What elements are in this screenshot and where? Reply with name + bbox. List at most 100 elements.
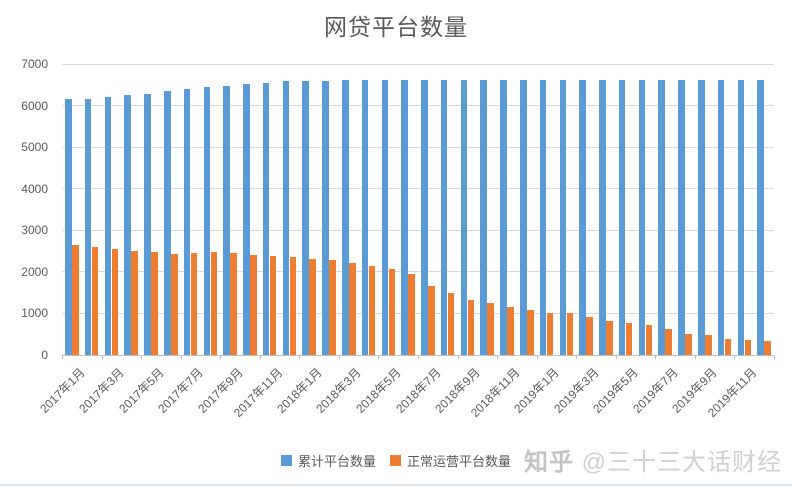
legend-swatch-operating-icon	[390, 454, 401, 466]
x-tick-mark	[62, 355, 63, 359]
bar-cumulative	[203, 87, 211, 355]
y-tick-label: 4000	[21, 181, 48, 196]
bar-cumulative	[302, 81, 309, 355]
y-tick-label: 6000	[21, 98, 48, 113]
bar-cumulative	[104, 97, 112, 355]
x-tick-mark	[536, 355, 538, 359]
bar-cumulative	[737, 79, 745, 355]
bar-cumulative	[460, 79, 468, 355]
bar-cumulative	[678, 79, 685, 355]
bar-operating	[665, 329, 672, 355]
bar-cumulative	[262, 82, 270, 355]
bar-cumulative	[183, 88, 191, 355]
y-tick-label: 2000	[21, 264, 48, 279]
bar-operating	[724, 338, 732, 355]
x-tick-mark	[338, 355, 340, 359]
y-tick-label: 0	[41, 348, 48, 362]
plot-area	[62, 63, 774, 356]
bar-cumulative	[599, 79, 606, 355]
bar-cumulative	[243, 84, 250, 355]
bar-operating	[171, 253, 178, 355]
x-tick-mark	[299, 355, 301, 359]
y-tick-label: 3000	[21, 223, 48, 238]
bar-cumulative	[322, 80, 329, 355]
x-tick-mark	[220, 355, 222, 359]
bar-operating	[289, 257, 297, 355]
bar-operating	[428, 286, 435, 355]
zhihu-logo: 知乎	[523, 449, 574, 476]
bar-cumulative	[658, 79, 665, 355]
bar-operating	[151, 252, 158, 355]
gridline-3000	[62, 229, 774, 231]
bar-operating	[408, 273, 415, 355]
x-tick-mark	[497, 355, 499, 359]
bar-cumulative	[717, 79, 725, 355]
x-tick-mark	[615, 355, 617, 359]
bar-operating	[507, 306, 514, 355]
x-tick-mark	[774, 355, 775, 359]
y-tick-label: 5000	[21, 140, 48, 155]
bar-cumulative	[223, 85, 230, 355]
bar-operating	[329, 260, 336, 355]
legend-label-operating: 正常运营平台数量	[407, 453, 512, 469]
bar-operating	[388, 268, 396, 355]
x-tick-mark	[418, 355, 419, 359]
bar-cumulative	[638, 79, 646, 355]
bar-cumulative	[381, 79, 389, 355]
legend-label-cumulative: 累计平台数量	[297, 453, 376, 469]
bar-cumulative	[282, 81, 290, 355]
y-tick-label: 1000	[21, 306, 48, 321]
x-tick-mark	[694, 355, 696, 359]
bar-operating	[269, 255, 277, 355]
y-axis: 0 1000 2000 3000 4000 5000 6000 7000	[0, 57, 54, 362]
bar-cumulative	[539, 79, 547, 355]
x-tick-mark	[101, 355, 103, 359]
watermark-handle: @三十三大话财经	[581, 449, 782, 476]
bar-operating	[487, 303, 494, 355]
bar-operating	[131, 251, 138, 355]
chart-title: 网贷平台数量	[324, 14, 468, 40]
bar-cumulative	[618, 79, 626, 355]
bar-operating	[527, 310, 534, 355]
bar-operating	[586, 316, 593, 355]
gridline-6000	[62, 105, 774, 107]
bottom-rule	[0, 484, 792, 486]
legend-item-operating: 正常运营平台数量	[390, 451, 511, 470]
x-tick-mark	[457, 355, 459, 359]
bar-cumulative	[84, 98, 92, 355]
bar-operating	[368, 266, 376, 355]
bar-operating	[764, 341, 771, 355]
watermark: 知乎 @三十三大话财经	[524, 442, 782, 477]
x-tick-mark	[576, 355, 578, 359]
x-axis: 2017年1月 2017年3月 2017年5月 2017年7月 2017年9月 2017年…	[37, 355, 775, 435]
bar-operating	[606, 320, 613, 355]
gridline-7000	[62, 63, 774, 65]
bar-operating	[705, 335, 712, 355]
x-tick-mark	[734, 355, 736, 359]
bar-operating	[546, 312, 554, 355]
bar-operating	[349, 263, 356, 355]
x-tick-mark	[259, 355, 261, 359]
bar-cumulative	[520, 79, 527, 355]
bar-operating	[645, 325, 653, 355]
gridline-5000	[62, 146, 774, 148]
bar-cumulative	[144, 93, 151, 355]
bar-cumulative	[164, 91, 171, 355]
bar-cumulative	[361, 80, 369, 355]
bar-operating	[250, 255, 257, 355]
bar-cumulative	[440, 79, 448, 355]
bar-operating	[309, 258, 316, 355]
bar-cumulative	[757, 79, 764, 355]
legend: 累计平台数量 正常运营平台数量	[0, 448, 792, 472]
bar-cumulative	[698, 79, 705, 355]
legend-swatch-cumulative-icon	[280, 454, 292, 466]
gridline-1000	[62, 312, 774, 314]
x-tick-mark	[655, 355, 657, 359]
bar-operating	[210, 251, 218, 355]
bar-operating	[566, 313, 574, 355]
legend-item-cumulative: 累计平台数量	[280, 451, 376, 470]
bar-operating	[625, 322, 633, 355]
y-tick-label: 7000	[21, 57, 48, 71]
bar-operating	[190, 253, 198, 355]
